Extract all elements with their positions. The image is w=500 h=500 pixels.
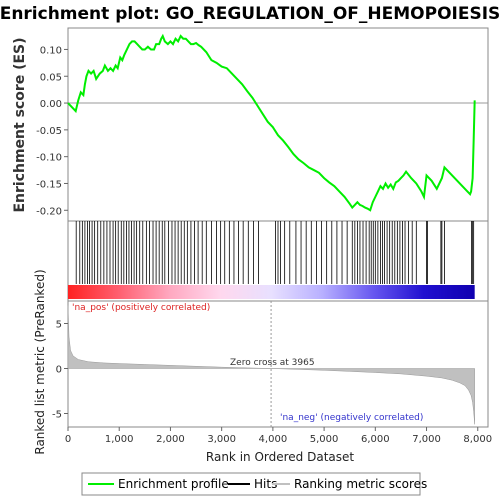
metric-tick-label: 5 (56, 320, 62, 331)
x-tick-label: 1,000 (105, 434, 134, 445)
chart-title: Enrichment plot: GO_REGULATION_OF_HEMOPO… (0, 4, 500, 24)
x-tick-label: 6,000 (361, 434, 390, 445)
es-tick-label: -0.05 (36, 126, 62, 137)
x-tick-label: 3,000 (207, 434, 236, 445)
x-tick-label: 4,000 (259, 434, 288, 445)
es-panel: 0.10 0.05 0.00 -0.05 -0.10 -0.15 -0.20 Enrichm… (12, 28, 488, 221)
metric-y-ticks: 5 0 -5 (52, 320, 68, 421)
x-axis-label: Rank in Ordered Dataset (206, 450, 354, 464)
legend-label-enrichment-profile: Enrichment profile (118, 477, 229, 491)
metric-tick-label: -5 (52, 410, 62, 421)
x-tick-label: 5,000 (310, 434, 339, 445)
es-tick-label: -0.15 (36, 179, 62, 190)
es-tick-label: 0.05 (40, 72, 62, 83)
neg-correlated-label: 'na_neg' (negatively correlated) (280, 413, 423, 423)
pos-correlated-label: 'na_pos' (positively correlated) (72, 303, 210, 313)
x-tick-label: 8,000 (463, 434, 492, 445)
legend: Enrichment profile Hits Ranking metric s… (82, 473, 427, 495)
x-axis-ticks: 0 1,000 2,000 3,000 4,000 5,000 6,000 7,000 8,00… (65, 427, 492, 445)
es-y-ticks: 0.10 0.05 0.00 -0.05 -0.10 -0.15 -0.20 (36, 45, 68, 217)
x-tick-label: 7,000 (412, 434, 441, 445)
es-y-axis-label: Enrichment score (ES) (12, 37, 28, 212)
metric-y-axis-label: Ranked list metric (PreRanked) (33, 269, 47, 454)
es-tick-label: 0.10 (40, 45, 62, 56)
rank-gradient-bar (68, 285, 475, 299)
hits-panel (68, 221, 488, 301)
metric-tick-label: 0 (56, 365, 62, 376)
x-tick-label: 2,000 (156, 434, 185, 445)
es-tick-label: 0.00 (40, 99, 62, 110)
zero-cross-label: Zero cross at 3965 (230, 358, 315, 368)
x-tick-label: 0 (65, 434, 71, 445)
es-tick-label: -0.20 (36, 206, 62, 217)
es-tick-label: -0.10 (36, 153, 62, 164)
legend-label-ranking-metric: Ranking metric scores (294, 477, 427, 491)
